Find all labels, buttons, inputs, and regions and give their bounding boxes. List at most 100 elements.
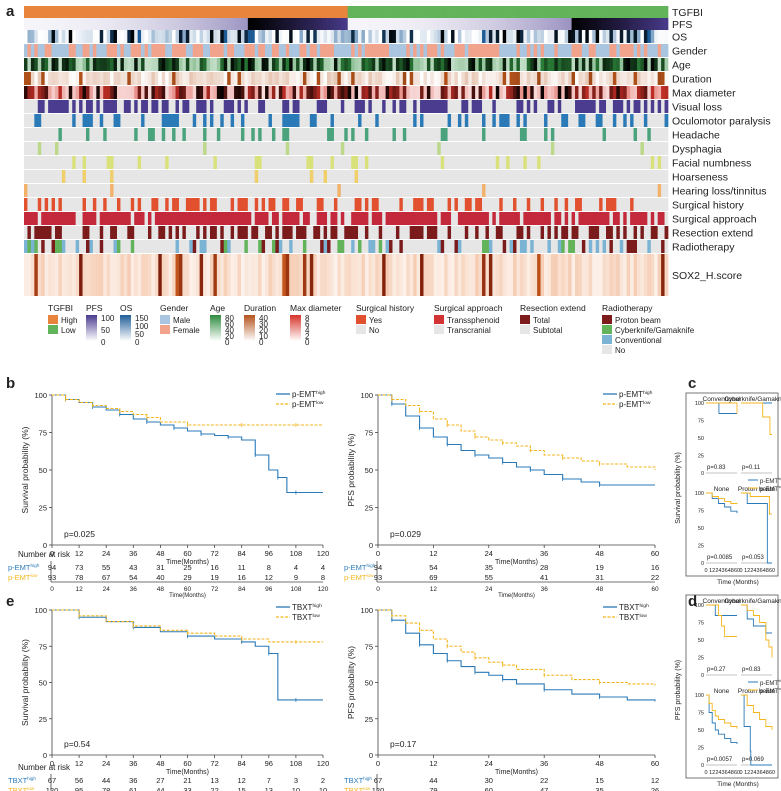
heatmap-cell	[464, 156, 469, 169]
heatmap-cell	[392, 128, 397, 141]
heatmap-cell	[344, 212, 349, 225]
heatmap-cell	[199, 254, 204, 296]
risk-row-label: p-EMThigh	[344, 563, 376, 572]
heatmap-cell	[72, 254, 76, 296]
heatmap-cell	[144, 6, 149, 18]
heatmap-cell	[616, 72, 621, 85]
heatmap-cell	[51, 58, 56, 71]
heatmap-cell	[626, 212, 631, 225]
heatmap-cell	[423, 100, 428, 113]
heatmap-cell	[378, 240, 383, 253]
heatmap-cell	[261, 30, 266, 43]
heatmap-cell	[275, 86, 280, 99]
risk-value: 16	[210, 563, 218, 572]
heatmap-cell	[571, 170, 576, 183]
legend-gradient-bar	[120, 315, 131, 341]
heatmap-cell	[499, 114, 504, 127]
heatmap-cell	[240, 30, 245, 43]
heatmap-cell	[61, 170, 66, 183]
heatmap-cell	[661, 44, 665, 57]
heatmap-cell	[499, 72, 504, 85]
heatmap-cell	[237, 184, 242, 197]
heatmap-cell	[41, 240, 46, 253]
heatmap-cell	[547, 254, 552, 296]
heatmap-cell	[99, 58, 104, 71]
heatmap-cell	[585, 18, 590, 30]
heatmap-cell	[612, 114, 617, 127]
heatmap-cell	[602, 100, 607, 113]
facet-y-tick: 50	[698, 638, 704, 644]
heatmap-cell	[650, 156, 655, 169]
risk-value: 93	[374, 573, 382, 582]
heatmap-cell	[626, 72, 631, 85]
heatmap-cell	[61, 226, 66, 239]
heatmap-cell	[37, 18, 42, 30]
heatmap-cell	[292, 44, 297, 57]
heatmap-cell	[151, 226, 156, 239]
heatmap-cell	[578, 240, 583, 253]
facet-x-tick: 0	[704, 770, 707, 776]
heatmap-cell	[358, 198, 362, 211]
heatmap-cell	[654, 30, 659, 43]
heatmap-cell	[454, 240, 459, 253]
heatmap-cell	[175, 156, 180, 169]
heatmap-cell	[185, 18, 190, 30]
heatmap-cell	[44, 44, 49, 57]
heatmap-cell	[147, 156, 152, 169]
heatmap-cell	[533, 142, 538, 155]
heatmap-cell	[41, 142, 46, 155]
heatmap-cell	[375, 30, 380, 43]
heatmap-cell	[251, 30, 256, 43]
legend-title: OS	[120, 303, 133, 313]
heatmap-cell	[196, 6, 200, 18]
legend-swatch	[356, 325, 366, 334]
heatmap-cell	[550, 198, 555, 211]
heatmap-cell	[113, 240, 118, 253]
heatmap-cell	[571, 58, 576, 71]
heatmap-cell	[196, 44, 200, 57]
heatmap-cell	[237, 142, 242, 155]
heatmap-cell	[544, 44, 548, 57]
heatmap-cell	[592, 30, 597, 43]
heatmap-cell	[544, 128, 548, 141]
y-tick-label: 0	[43, 751, 47, 760]
heatmap-cell	[292, 226, 297, 239]
heatmap-cell	[271, 86, 276, 99]
heatmap-cell	[354, 114, 359, 127]
heatmap-cell	[82, 184, 87, 197]
heatmap-cell	[240, 72, 245, 85]
risk-value: 55	[102, 563, 110, 572]
heatmap-cell	[313, 58, 318, 71]
heatmap-cell	[585, 240, 590, 253]
heatmap-cell	[368, 100, 373, 113]
heatmap-cell	[313, 254, 318, 296]
heatmap-row-label: PFS	[672, 19, 692, 31]
facet-x-label: Time (Months)	[717, 781, 759, 788]
heatmap-cell	[488, 44, 493, 57]
heatmap-cell	[575, 114, 579, 127]
heatmap-cell	[375, 212, 380, 225]
heatmap-cell	[406, 240, 411, 253]
heatmap-cell	[82, 100, 87, 113]
heatmap-cell	[402, 114, 407, 127]
heatmap-cell	[75, 156, 80, 169]
heatmap-row-sox2-h-score	[24, 254, 669, 296]
x-tick-label: 96	[265, 759, 273, 768]
heatmap-cell	[213, 30, 218, 43]
heatmap-cell	[89, 184, 94, 197]
heatmap-cell	[623, 212, 628, 225]
heatmap-cell	[309, 58, 314, 71]
heatmap-cell	[606, 6, 610, 18]
heatmap-cell	[423, 226, 428, 239]
heatmap-cell	[423, 170, 428, 183]
heatmap-cell	[227, 212, 231, 225]
heatmap-cell	[654, 100, 659, 113]
heatmap-cell	[251, 156, 256, 169]
heatmap-cell	[523, 58, 528, 71]
heatmap-cell	[147, 44, 152, 57]
facet-curve-low	[741, 694, 773, 730]
heatmap-cell	[585, 128, 590, 141]
heatmap-cell	[254, 114, 259, 127]
heatmap-cell	[568, 240, 572, 253]
